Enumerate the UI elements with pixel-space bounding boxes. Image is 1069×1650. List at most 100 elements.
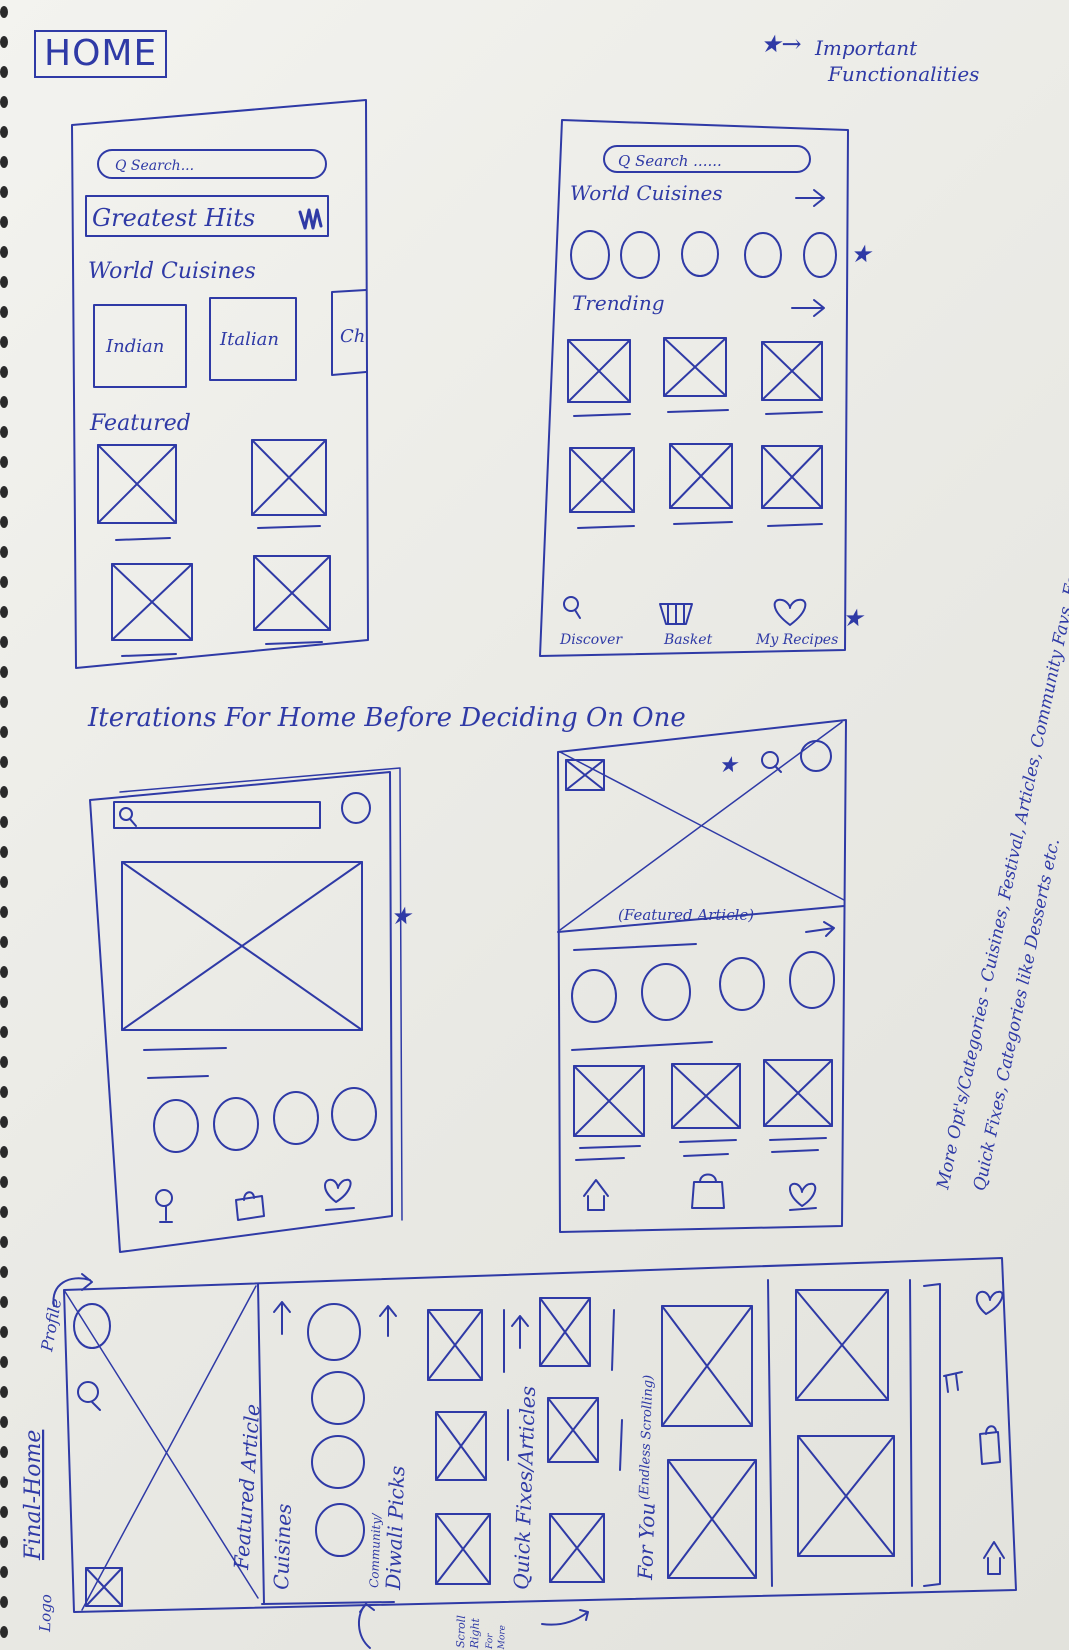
grid-image-4a bbox=[573, 1065, 645, 1137]
trending-image-6 bbox=[761, 445, 823, 509]
profile-icon-4 bbox=[800, 740, 832, 772]
scroll-bracket bbox=[923, 1283, 941, 1587]
community-image-1 bbox=[427, 1309, 483, 1381]
featured-article-annotation: Featured Article bbox=[229, 1403, 265, 1571]
logo-box-final bbox=[85, 1567, 123, 1607]
spiral-hole bbox=[0, 1176, 8, 1188]
spiral-hole bbox=[0, 486, 8, 498]
nav-bag-icon-4 bbox=[691, 1173, 725, 1209]
cuisine-card-indian bbox=[93, 304, 187, 388]
featured-article-label: (Featured Article) bbox=[618, 906, 754, 924]
grid-image-4b bbox=[671, 1063, 741, 1129]
nav-heart-icon-final bbox=[975, 1290, 1004, 1315]
spiral-hole bbox=[0, 366, 8, 378]
svg-text:Scroll: Scroll bbox=[454, 1615, 468, 1649]
cuisine-indian-label: Indian bbox=[105, 336, 164, 357]
nav-home-icon-4 bbox=[583, 1179, 609, 1211]
spiral-hole bbox=[0, 1476, 8, 1488]
scroll-arrow-1 bbox=[358, 1603, 375, 1649]
arrow-right-2 bbox=[791, 299, 825, 317]
spiral-hole bbox=[0, 456, 8, 468]
spiral-hole bbox=[0, 1536, 8, 1548]
arrow-up-cuisines bbox=[273, 1301, 291, 1335]
spiral-hole bbox=[0, 186, 8, 198]
sketch-3-home-wireframe: ★ bbox=[89, 767, 413, 1253]
spiral-hole bbox=[0, 726, 8, 738]
trending-label: Trending bbox=[572, 291, 665, 315]
community-image-2 bbox=[435, 1411, 487, 1481]
nav-myrecipes-label: My Recipes bbox=[755, 632, 838, 648]
logo-annotation: Logo bbox=[36, 1594, 55, 1633]
star-important-4: ★ bbox=[718, 753, 739, 778]
grid-image-4c bbox=[763, 1059, 833, 1127]
logo-box-4 bbox=[565, 759, 605, 791]
nav-discover-icon bbox=[563, 596, 581, 619]
nav-heart-icon-4 bbox=[789, 1182, 817, 1211]
featured-image-4 bbox=[253, 555, 331, 631]
final-home-title: Final-Home bbox=[21, 1430, 46, 1561]
side-note: More Opt's/Categories - Cuisines, Festiv… bbox=[933, 513, 1069, 1193]
spiral-hole bbox=[0, 1266, 8, 1278]
spiral-hole bbox=[0, 546, 8, 558]
community-image-3 bbox=[435, 1513, 491, 1585]
foryou-image-3 bbox=[795, 1289, 889, 1401]
featured-image-2 bbox=[251, 439, 327, 516]
quick-image-2 bbox=[547, 1397, 599, 1463]
page-title: HOME bbox=[34, 30, 168, 78]
spiral-hole bbox=[0, 786, 8, 798]
world-cuisines-label-2: World Cuisines bbox=[570, 181, 723, 205]
spiral-hole bbox=[0, 576, 8, 588]
spiral-hole bbox=[0, 126, 8, 138]
spiral-hole bbox=[0, 426, 8, 438]
nav-basket-icon-final bbox=[943, 1371, 963, 1393]
spiral-hole bbox=[0, 1296, 8, 1308]
spiral-hole bbox=[0, 1356, 8, 1368]
spiral-hole bbox=[0, 1416, 8, 1428]
cuisine-card-italian bbox=[209, 297, 297, 381]
final-home-wireframe bbox=[52, 1257, 1017, 1649]
community-annotation-line2: Diwali Picks bbox=[381, 1465, 409, 1591]
hero-image-3 bbox=[121, 861, 363, 1031]
profile-icon-final bbox=[73, 1303, 111, 1349]
profile-annotation: Profile bbox=[37, 1297, 65, 1354]
spiral-hole bbox=[0, 1596, 8, 1608]
spiral-hole bbox=[0, 1236, 8, 1248]
nav-heart-icon bbox=[773, 598, 807, 626]
star-important-2: ★ bbox=[842, 604, 865, 632]
world-cuisines-label: World Cuisines bbox=[88, 259, 256, 284]
profile-arrow bbox=[52, 1273, 93, 1307]
spiral-hole bbox=[0, 876, 8, 888]
nav-bag-icon-3 bbox=[235, 1191, 265, 1221]
spiral-hole bbox=[0, 516, 8, 528]
spiral-hole bbox=[0, 936, 8, 948]
trending-image-3 bbox=[761, 341, 823, 401]
star-important-1: ★ bbox=[850, 240, 873, 268]
spiral-hole bbox=[0, 1206, 8, 1218]
profile-icon-3 bbox=[341, 792, 371, 824]
spiral-hole bbox=[0, 336, 8, 348]
arrow-right bbox=[795, 189, 825, 207]
foryou-image-2 bbox=[667, 1459, 757, 1579]
search-bar-2 bbox=[603, 145, 811, 173]
spiral-hole bbox=[0, 156, 8, 168]
spiral-hole bbox=[0, 96, 8, 108]
greatest-hits-banner bbox=[85, 195, 329, 237]
spiral-hole bbox=[0, 696, 8, 708]
spiral-hole bbox=[0, 6, 8, 18]
legend-symbol: ★→ bbox=[760, 30, 802, 58]
spiral-hole bbox=[0, 1026, 8, 1038]
search-bar-2-text: Q Search ...... bbox=[618, 152, 722, 170]
svg-text:For: For bbox=[485, 1633, 496, 1650]
cuisine-partial-label: Ch bbox=[340, 326, 365, 347]
scroll-arrow-2 bbox=[541, 1609, 589, 1626]
spiral-hole bbox=[0, 756, 8, 768]
community-annotation-line1: Community/ bbox=[367, 1512, 384, 1589]
nav-bag-icon-final bbox=[979, 1425, 1001, 1465]
foryou-image-1 bbox=[661, 1305, 753, 1427]
legend-label-line1: Important bbox=[815, 36, 918, 60]
spiral-hole bbox=[0, 1086, 8, 1098]
nav-home-icon-final bbox=[983, 1541, 1005, 1575]
featured-label: Featured bbox=[89, 411, 191, 436]
spiral-hole bbox=[0, 666, 8, 678]
sketch-2-home-wireframe: Q Search ...... World Cuisines Trending bbox=[539, 119, 873, 657]
